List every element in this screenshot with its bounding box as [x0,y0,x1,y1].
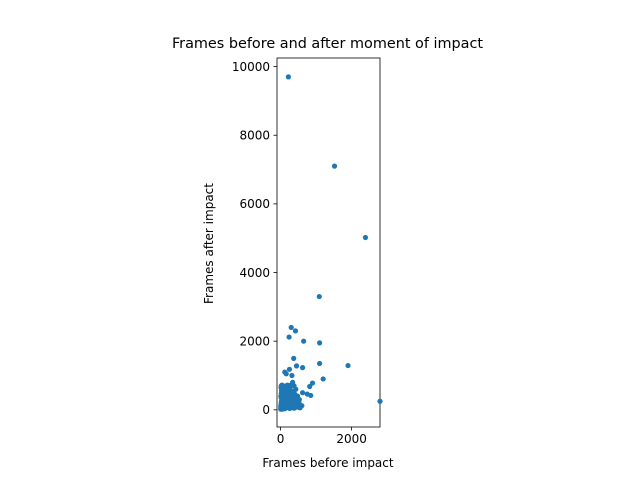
data-point [299,390,306,396]
y-axis-ticks: 0 2000 4000 6000 8000 10000 [232,60,277,417]
data-point [345,362,351,369]
x-axis-ticks: 0 2000 [277,427,367,446]
data-point [362,234,369,241]
data-point [285,74,291,80]
data-point [289,372,295,379]
data-point [292,328,299,334]
data-point [291,355,297,361]
data-point [309,380,316,386]
y-tick-label: 4000 [239,266,270,280]
data-point [283,371,289,377]
y-tick-label: 6000 [239,197,270,211]
data-point [293,363,300,369]
x-tick-label: 0 [277,432,285,446]
plot-area-frame [276,57,381,428]
y-tick-label: 8000 [239,129,270,143]
data-point [317,340,323,346]
x-tick-label: 2000 [336,432,367,446]
y-tick-label: 2000 [239,334,270,348]
data-point [316,293,322,300]
data-point [286,366,293,372]
data-point [286,334,292,340]
data-point [288,382,294,388]
data-point [317,360,323,367]
y-tick-label: 10000 [232,60,270,74]
data-point [331,163,338,169]
y-axis-label: Frames after impact [202,183,216,304]
data-point [377,398,383,404]
y-tick-label: 0 [262,403,270,417]
data-point [279,404,285,410]
data-point [301,338,307,344]
data-point [320,376,326,382]
data-point [288,324,294,331]
data-point [296,396,302,403]
chart-title: Frames before and after moment of impact [172,36,483,52]
data-point [278,395,284,401]
data-point [278,388,285,394]
data-point [304,391,310,397]
x-axis-label: Frames before impact [262,456,393,470]
data-point [299,365,306,371]
data-point [296,403,302,409]
data-points [278,74,383,412]
data-point [307,383,313,390]
